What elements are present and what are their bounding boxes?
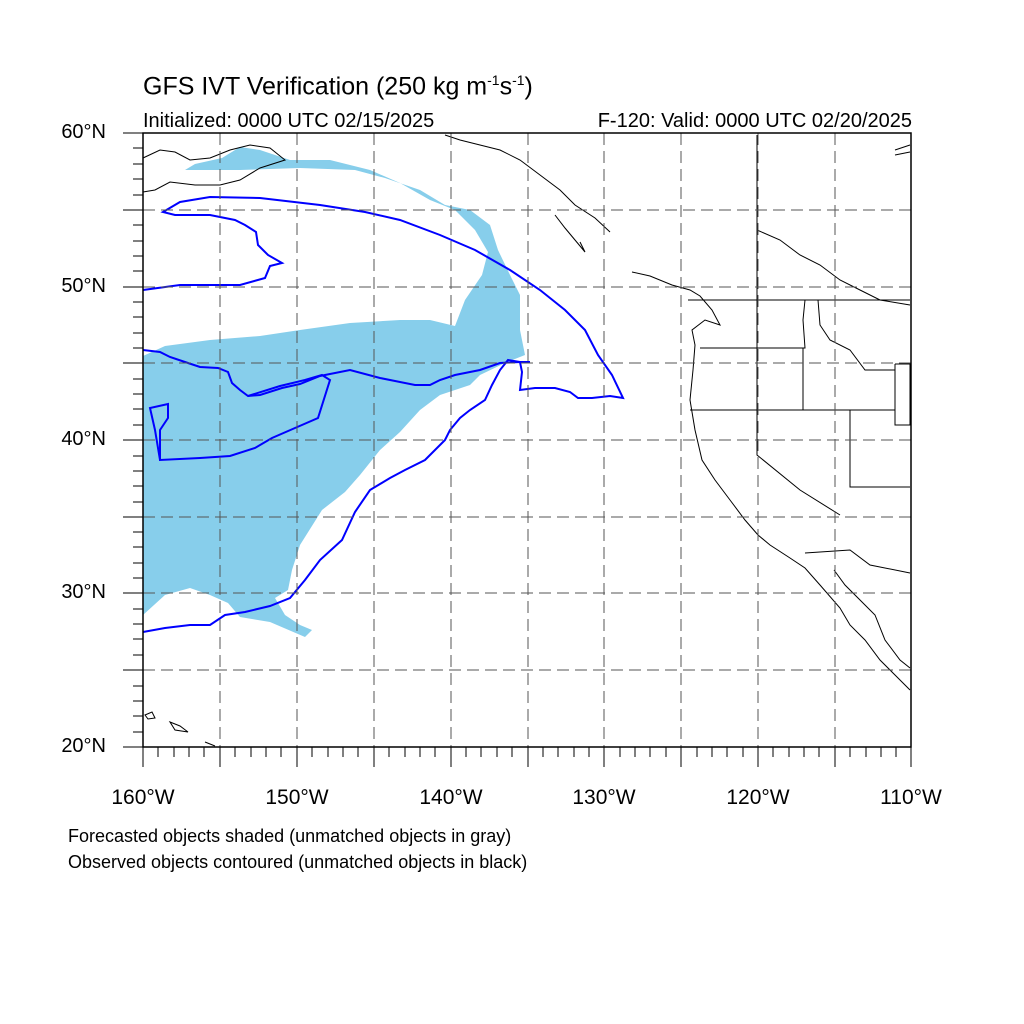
lat-label-20n: 20°N [61,735,106,757]
lat-label-40n: 40°N [61,428,106,450]
gridlines [143,133,911,747]
observed-contour-north [142,195,625,400]
axis-ticks [123,132,912,767]
valid-time: F-120: Valid: 0000 UTC 02/20/2025 [597,110,912,132]
lon-label-160w: 160°W [111,786,175,809]
lon-label-120w: 120°W [726,786,790,809]
legend-observed-note: Observed objects contoured (unmatched ob… [68,852,528,872]
lon-label-150w: 150°W [265,786,329,809]
legend-forecast-note: Forecasted objects shaded (unmatched obj… [68,826,512,846]
lon-label-140w: 140°W [419,786,483,809]
state-borders [688,135,911,574]
forecast-object [143,147,525,637]
initialized-time: Initialized: 0000 UTC 02/15/2025 [143,110,435,132]
coastlines [142,134,911,747]
observed-contour-south [142,358,530,633]
lat-label-30n: 30°N [61,581,106,603]
lon-label-130w: 130°W [572,786,636,809]
lat-label-50n: 50°N [61,275,106,297]
lat-label-60n: 60°N [61,121,106,143]
map-title: GFS IVT Verification (250 kg m-1s-1) [143,72,533,101]
observed-contour-inner [148,373,332,462]
lon-label-110w: 110°W [880,786,942,809]
